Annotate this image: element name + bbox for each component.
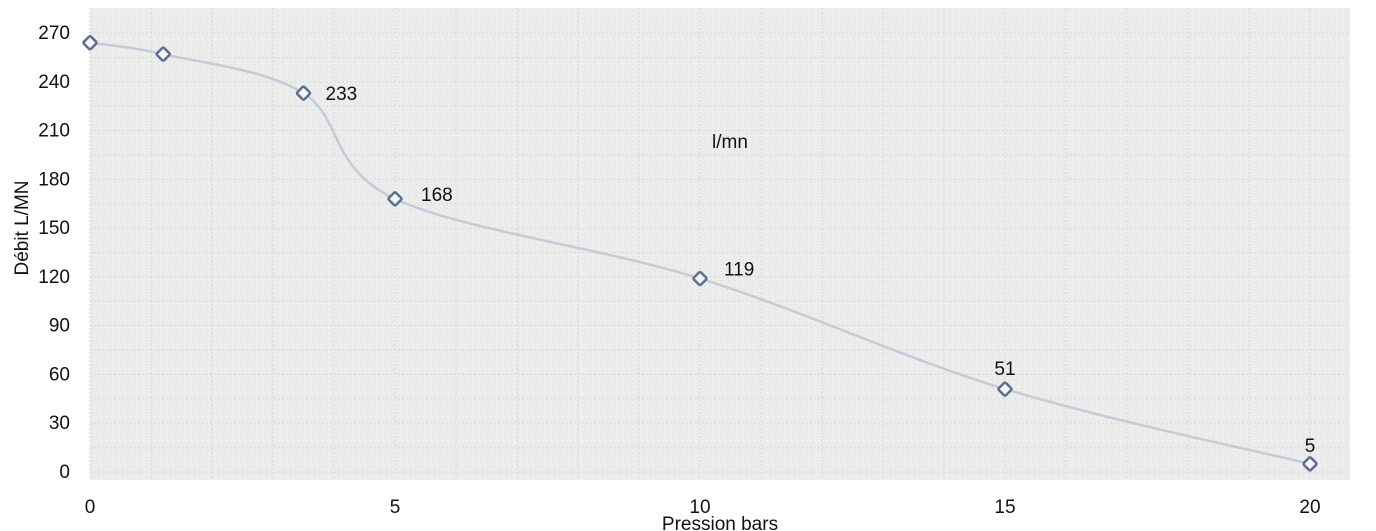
data-point-marker	[82, 35, 98, 51]
y-tick-label: 270	[38, 23, 70, 44]
y-axis-title: Débit L/MN	[12, 180, 33, 275]
data-label: 5	[1305, 436, 1316, 457]
x-tick-label: 0	[85, 497, 96, 518]
data-point-marker	[387, 191, 403, 207]
y-tick-label: 30	[49, 413, 70, 434]
y-tick-label: 120	[38, 267, 70, 288]
grid	[89, 8, 1350, 480]
series-line	[89, 41, 1311, 466]
y-tick-label: 150	[38, 218, 70, 239]
x-tick-label: 10	[689, 497, 710, 518]
data-point-marker	[295, 85, 312, 101]
x-tick-label: 5	[390, 497, 401, 518]
data-point-marker	[1302, 456, 1318, 472]
y-tick-label: 240	[38, 72, 70, 93]
data-label: 119	[724, 260, 754, 281]
y-tick-label: 0	[59, 462, 70, 483]
data-labels: 233 168 119 51 5 l/mn	[326, 84, 1316, 457]
x-tick-label: 15	[994, 497, 1015, 518]
x-axis-title: Pression bars	[662, 514, 778, 531]
markers	[82, 35, 1318, 472]
data-label: 168	[421, 185, 453, 206]
series-name-label: l/mn	[712, 132, 748, 153]
y-tick-label: 210	[38, 121, 70, 142]
y-tick-label: 60	[49, 364, 70, 385]
y-tick-label: 90	[49, 316, 70, 337]
data-point-marker	[155, 46, 171, 62]
y-tick-label: 180	[38, 169, 70, 190]
x-tick-label: 20	[1299, 497, 1320, 518]
data-label: 51	[994, 359, 1015, 380]
data-label: 233	[326, 84, 358, 105]
series-line-group	[89, 41, 1311, 466]
data-point-marker	[692, 270, 708, 287]
data-point-marker	[997, 381, 1013, 397]
axes: 0 30 60 90 120 150 180 210 240 270 0 5 10 15 20 Pressio…	[12, 23, 1321, 531]
plot-area	[90, 8, 1350, 480]
